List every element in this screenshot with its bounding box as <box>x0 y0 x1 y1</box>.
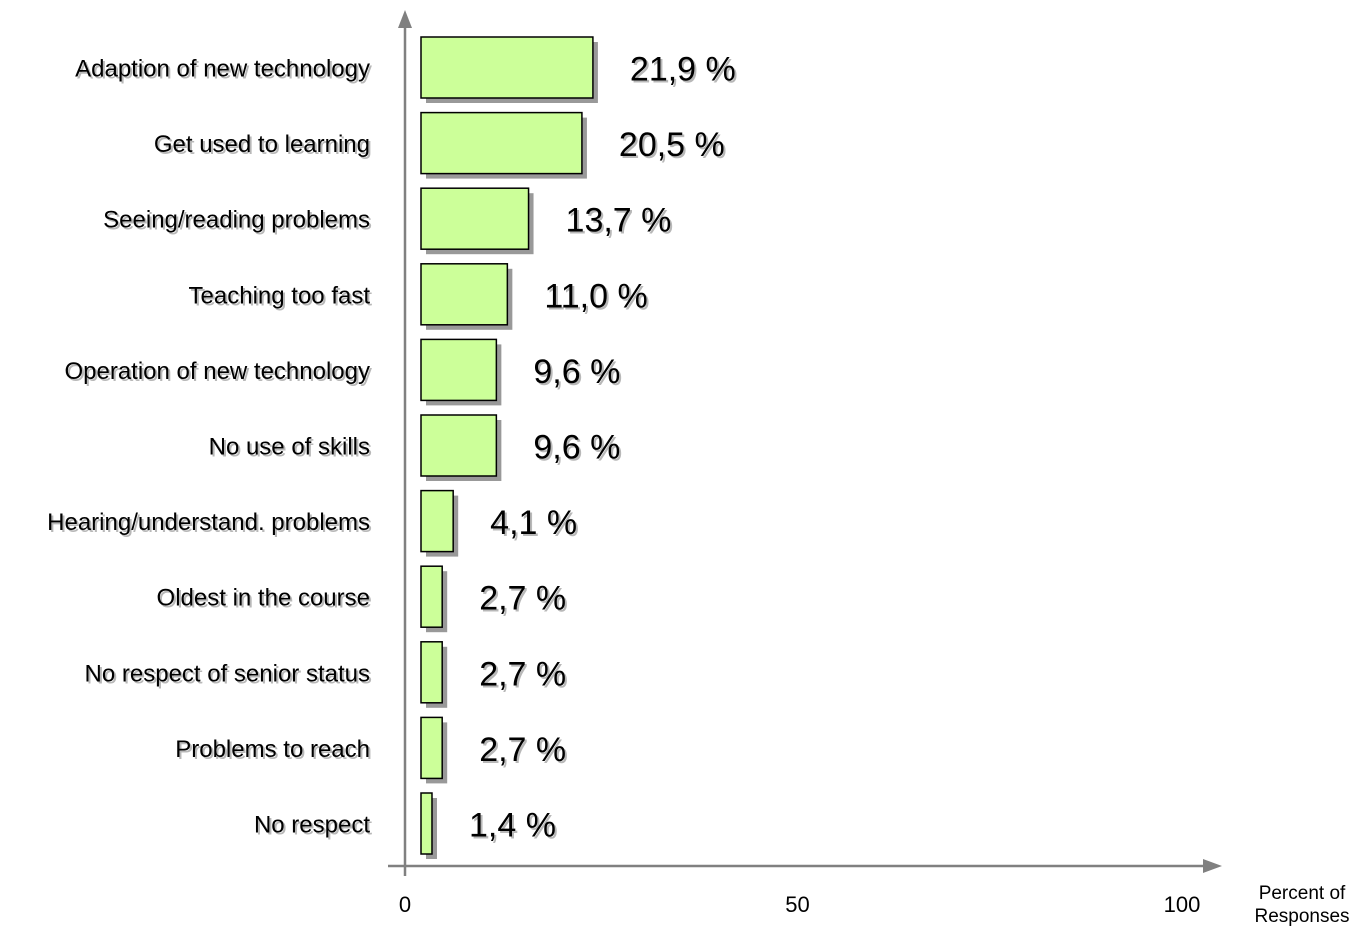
value-label-shadow: 11,0 % <box>546 279 649 317</box>
x-axis-title: Responses <box>1254 906 1349 927</box>
value-label-shadow: 20,5 % <box>621 128 727 166</box>
category-label: No use of skills <box>209 434 370 461</box>
category-label-shadow: Get used to learning <box>156 133 372 160</box>
value-label-shadow: 9,6 % <box>535 355 622 393</box>
category-label: Problems to reach <box>175 736 370 763</box>
category-label: Seeing/reading problems <box>103 207 370 234</box>
category-label: Get used to learning <box>154 131 370 158</box>
y-axis-arrow <box>398 10 412 28</box>
bar <box>420 716 443 780</box>
bar <box>420 792 433 855</box>
bar <box>420 641 443 704</box>
value-label: 9,6 % <box>533 353 620 391</box>
x-axis-title: Percent of <box>1259 883 1346 904</box>
category-label-shadow: Oldest in the course <box>159 587 372 614</box>
category-label: No respect <box>254 812 370 839</box>
value-label: 9,6 % <box>533 429 620 467</box>
value-label: 20,5 % <box>619 126 725 164</box>
value-label-shadow: 1,4 % <box>471 809 558 847</box>
value-label: 4,1 % <box>490 504 577 542</box>
value-label: 11,0 % <box>544 277 647 315</box>
x-axis-arrow <box>1203 859 1222 873</box>
value-label-shadow: 2,7 % <box>481 733 568 771</box>
bar <box>420 414 498 477</box>
category-label-shadow: Problems to reach <box>177 738 372 765</box>
value-label-shadow: 4,1 % <box>492 506 579 544</box>
category-label-shadow: Hearing/understand. problems <box>49 511 372 538</box>
category-label-shadow: Teaching too fast <box>191 284 373 311</box>
bar <box>420 489 454 553</box>
category-label: Hearing/understand. problems <box>47 509 370 536</box>
bar <box>420 338 498 402</box>
bars-layer <box>420 36 598 859</box>
bar <box>420 263 509 326</box>
bar <box>420 36 594 99</box>
category-label: Oldest in the course <box>157 585 370 612</box>
value-label-shadow: 21,9 % <box>632 53 738 91</box>
value-label: 2,7 % <box>479 655 566 693</box>
value-label-shadow: 13,7 % <box>568 204 674 242</box>
value-label-shadow: 2,7 % <box>481 582 568 620</box>
category-label: Operation of new technology <box>64 358 370 385</box>
value-label: 13,7 % <box>566 202 672 240</box>
category-label-shadow: No respect <box>256 814 372 841</box>
value-label-shadow: 9,6 % <box>535 431 622 469</box>
bar <box>420 187 530 250</box>
category-label-shadow: Adaption of new technology <box>77 58 372 85</box>
category-label: Adaption of new technology <box>75 56 370 83</box>
value-label: 21,9 % <box>630 51 736 89</box>
x-tick-label: 0 <box>399 892 411 917</box>
category-label-shadow: No respect of senior status <box>87 662 372 689</box>
category-label: Teaching too fast <box>189 282 371 309</box>
value-label-shadow: 2,7 % <box>481 657 568 695</box>
category-label-shadow: No use of skills <box>211 436 372 463</box>
category-label-shadow: Operation of new technology <box>66 360 372 387</box>
category-label: No respect of senior status <box>85 660 370 687</box>
x-tick-label: 100 <box>1164 892 1201 917</box>
value-label: 2,7 % <box>479 580 566 618</box>
value-label: 1,4 % <box>469 807 556 845</box>
bar <box>420 111 583 175</box>
bar <box>420 565 443 628</box>
value-label: 2,7 % <box>479 731 566 769</box>
category-label-shadow: Seeing/reading problems <box>105 209 372 236</box>
x-tick-label: 50 <box>785 892 809 917</box>
